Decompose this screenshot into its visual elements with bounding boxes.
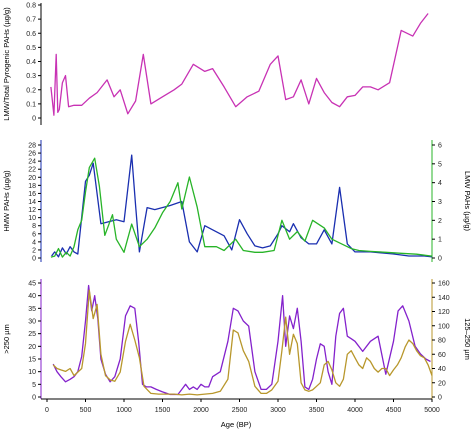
panel-2-series-1-line — [50, 157, 433, 258]
panel-3-right-tick-label: 160 — [438, 281, 450, 288]
x-tick-label: 4000 — [347, 407, 363, 414]
panel-1-series-0-line — [50, 13, 429, 116]
panel-3-right-tick-label: 120 — [438, 309, 450, 316]
panel-3-right-axis-label: 125–250 µm — [463, 318, 472, 360]
panel-1-left-tick-label: 0.7 — [26, 17, 36, 24]
panel-1-left-tick-label: 0.2 — [26, 87, 36, 94]
panel-2-right-tick-label: 1 — [438, 237, 442, 244]
panel-2-left-tick-label: 28 — [28, 143, 36, 150]
panel-2-left-tick-label: 6 — [32, 231, 36, 238]
x-tick-label: 2500 — [232, 407, 248, 414]
x-tick-label: 5000 — [424, 407, 440, 414]
panel-3-left-tick-label: 10 — [28, 369, 36, 376]
panel-3-left-tick-label: 0 — [32, 395, 36, 402]
panel-3-left-tick-label: 15 — [28, 357, 36, 364]
x-tick-label: 4500 — [386, 407, 402, 414]
panel-2-right-ticks: 0 1 2 3 4 5 6 — [432, 143, 442, 263]
panel-2-left-tick-label: 4 — [32, 239, 36, 246]
panel-3-left-tick-label: 45 — [28, 281, 36, 288]
panel-3-right-tick-label: 20 — [438, 380, 446, 387]
panel-1-left-ticks: 0 0.1 0.2 0.3 0.4 0.5 0.6 0.7 0.8 — [26, 3, 41, 123]
panel-3-right-ticks: 0 20 40 60 80 100 120 140 160 — [432, 281, 450, 402]
panel-3-right-tick-label: 60 — [438, 352, 446, 359]
panel-1-left-tick-label: 0.6 — [26, 31, 36, 38]
x-tick-label: 1500 — [155, 407, 171, 414]
panel-2-left-tick-label: 8 — [32, 223, 36, 230]
panel-3-left-tick-label: 20 — [28, 344, 36, 351]
panel-3-series-0-line — [52, 284, 431, 396]
panel-2-right-tick-label: 5 — [438, 161, 442, 168]
panel-3-left-ticks: 0 5 10 15 20 25 30 35 40 45 — [28, 281, 41, 402]
panel-1-left-axis-label: LMW/Total Pyrogenic PAHs (µg/g) — [2, 7, 11, 121]
panel-2-left-tick-label: 2 — [32, 247, 36, 254]
x-axis-label: Age (BP) — [221, 420, 252, 429]
panel-3-left-tick-label: 40 — [28, 293, 36, 300]
panel-3-left-tick-label: 35 — [28, 306, 36, 313]
panel-3-right-tick-label: 140 — [438, 295, 450, 302]
panel-2-series-0-line — [51, 154, 433, 258]
panel-2-left-tick-label: 18 — [28, 183, 36, 190]
panel-3-right-tick-label: 80 — [438, 338, 446, 345]
panel-2-left-axis-label: HMW PAHs (µg/g) — [2, 170, 11, 232]
panel-2-left-tick-label: 16 — [28, 191, 36, 198]
panel-3-left-tick-label: 5 — [32, 382, 36, 389]
panel-1: 0 0.1 0.2 0.3 0.4 0.5 0.6 0.7 0.8 LMW/Total Pyro… — [2, 3, 429, 125]
panel-2-left-tick-label: 0 — [32, 256, 36, 263]
panel-3-left-tick-label: 30 — [28, 319, 36, 326]
panel-3-series-1-line — [52, 289, 433, 396]
x-tick-label: 3500 — [309, 407, 325, 414]
panel-1-series — [50, 13, 429, 116]
panel-3-right-tick-label: 0 — [438, 395, 442, 402]
panel-2-right-tick-label: 2 — [438, 218, 442, 225]
panel-1-left-tick-label: 0.1 — [26, 101, 36, 108]
panel-1-left-tick-label: 0.8 — [26, 3, 36, 10]
x-tick-label: 1000 — [116, 407, 132, 414]
x-tick-label: 0 — [45, 407, 49, 414]
x-axis-ticks: 0 500 1000 1500 2000 2500 3000 3500 4000 4500 5000 — [45, 399, 440, 414]
panel-2-left-tick-label: 14 — [28, 199, 36, 206]
panel-2-left-tick-label: 24 — [28, 159, 36, 166]
panel-3-left-axis-label: >250 µm — [2, 324, 11, 354]
panel-2-left-tick-label: 10 — [28, 215, 36, 222]
panel-3: 0 5 10 15 20 25 30 35 40 45 0 20 40 60 80 100 120 140 160… — [2, 279, 472, 429]
panel-2-left-tick-label: 20 — [28, 175, 36, 182]
panel-3-right-tick-label: 40 — [438, 366, 446, 373]
panel-1-left-tick-label: 0 — [32, 116, 36, 123]
panel-2-series — [50, 154, 433, 258]
panel-3-left-tick-label: 25 — [28, 331, 36, 338]
panel-2-left-tick-label: 26 — [28, 151, 36, 158]
panel-2-left-tick-label: 22 — [28, 167, 36, 174]
panel-2-left-tick-label: 12 — [28, 207, 36, 214]
panel-3-series — [52, 284, 433, 396]
x-tick-label: 500 — [80, 407, 92, 414]
panel-1-left-tick-label: 0.4 — [26, 59, 36, 66]
panel-2-right-tick-label: 0 — [438, 256, 442, 263]
panel-1-left-tick-label: 0.3 — [26, 73, 36, 80]
x-tick-label: 2000 — [193, 407, 209, 414]
panel-2-right-tick-label: 4 — [438, 180, 442, 187]
x-tick-label: 3000 — [270, 407, 286, 414]
panel-2-right-axis-label: LMW PAHs (µg/g) — [463, 171, 472, 232]
panel-2-right-tick-label: 6 — [438, 143, 442, 150]
panel-2-right-tick-label: 3 — [438, 199, 442, 206]
panel-3-right-tick-label: 100 — [438, 323, 450, 330]
panel-1-left-tick-label: 0.5 — [26, 45, 36, 52]
